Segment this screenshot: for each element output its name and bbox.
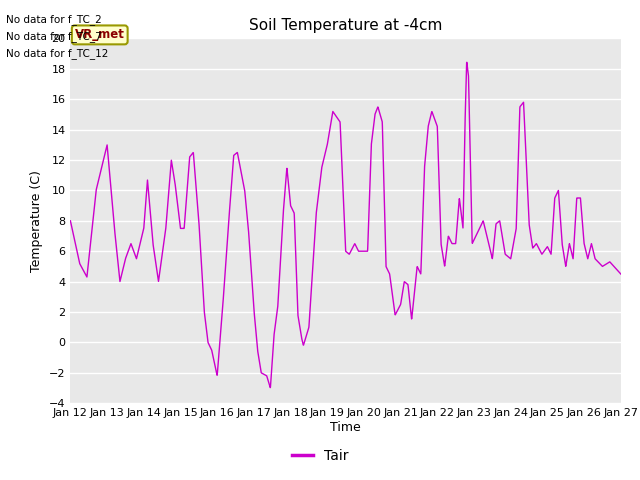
Title: Soil Temperature at -4cm: Soil Temperature at -4cm: [249, 18, 442, 33]
Text: No data for f_TC_2: No data for f_TC_2: [6, 14, 102, 25]
Text: No data for f_TC_12: No data for f_TC_12: [6, 48, 109, 59]
Text: VR_met: VR_met: [75, 28, 125, 41]
Y-axis label: Temperature (C): Temperature (C): [31, 170, 44, 272]
Text: No data for f_TC_7: No data for f_TC_7: [6, 31, 102, 42]
Legend: Tair: Tair: [286, 443, 354, 468]
X-axis label: Time: Time: [330, 421, 361, 434]
